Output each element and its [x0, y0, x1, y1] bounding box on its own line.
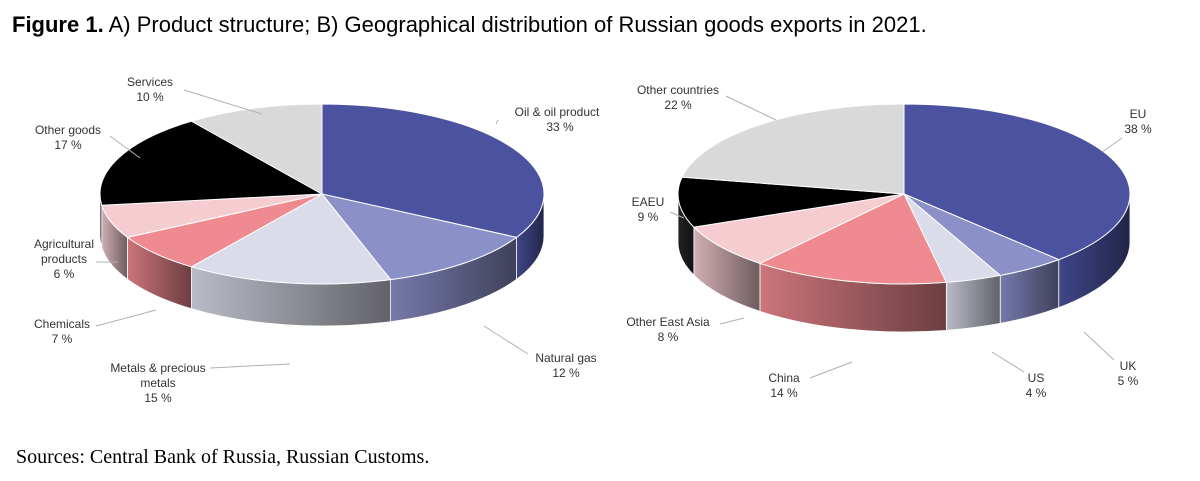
leader-line-oil-oil-products	[495, 119, 499, 125]
leader-line-metals-precious-metals	[209, 363, 291, 369]
label-eaeu: EAEU 9 %	[632, 195, 665, 224]
pie-labels: Oil & oil products 33 % Natural gas 12 % Met…	[34, 75, 600, 405]
label-text-agricultural-products: products	[41, 252, 87, 266]
leader-line-us	[991, 351, 1025, 373]
label-text-other-goods: Other goods	[35, 123, 101, 137]
figure-title: Figure 1. A) Product structure; B) Geogr…	[12, 12, 927, 38]
label-text-uk: UK	[1120, 359, 1137, 373]
slice-natural-gas	[320, 193, 518, 281]
label-text-services: Services	[127, 75, 173, 89]
pie-chart-geographical-distribution: EU 38 % UK 5 % US 4 % China 14 % Other East Asia…	[626, 83, 1152, 400]
label-pct-other-east-asia: 8 %	[658, 330, 679, 344]
slice-china	[758, 193, 948, 285]
label-pct-other-countries: 22 %	[664, 98, 692, 112]
label-text-eu: EU	[1130, 107, 1147, 121]
label-pct-eu: 38 %	[1124, 122, 1152, 136]
label-text-oil-oil-products: Oil & oil products	[515, 105, 600, 119]
leader-line-eaeu	[669, 211, 685, 219]
label-oil-oil-products: Oil & oil products 33 %	[515, 105, 600, 134]
label-text-agricultural-products: Agricultural	[34, 237, 94, 251]
label-text-china: China	[768, 371, 800, 385]
slice-eaeu	[677, 176, 905, 228]
label-other-countries: Other countries 22 %	[637, 83, 719, 112]
pie-sides	[99, 193, 545, 327]
label-text-natural-gas: Natural gas	[535, 351, 596, 365]
label-text-us: US	[1028, 371, 1045, 385]
label-pct-services: 10 %	[136, 90, 164, 104]
slice-metals-precious-metals	[190, 193, 392, 285]
figure-number: Figure 1.	[12, 12, 104, 37]
pie-chart-product-structure: Oil & oil products 33 % Natural gas 12 % Met…	[34, 75, 600, 405]
label-text-other-countries: Other countries	[637, 83, 719, 97]
label-pct-china: 14 %	[770, 386, 798, 400]
slice-side-us	[945, 274, 1001, 331]
label-metals-precious-metals: Metals & precious metals 15 %	[110, 361, 205, 405]
label-text-metals-precious-metals: metals	[140, 376, 175, 390]
slice-other-goods	[99, 120, 324, 206]
label-pct-metals-precious-metals: 15 %	[144, 391, 172, 405]
leader-line-other-countries	[725, 95, 777, 121]
slice-eu	[903, 103, 1131, 261]
label-pct-agricultural-products: 6 %	[54, 267, 75, 281]
slice-services	[190, 103, 323, 195]
leader-line-other-east-asia	[719, 317, 745, 325]
label-chemicals: Chemicals 7 %	[34, 317, 90, 346]
leader-line-natural-gas	[483, 325, 529, 355]
label-pct-us: 4 %	[1026, 386, 1047, 400]
label-text-metals-precious-metals: Metals & precious	[110, 361, 205, 375]
label-text-eaeu: EAEU	[632, 195, 665, 209]
slice-other-countries	[681, 103, 905, 195]
label-other-east-asia: Other East Asia 8 %	[626, 315, 710, 344]
label-natural-gas: Natural gas 12 %	[535, 351, 596, 380]
leader-line-services	[183, 89, 263, 115]
label-pct-oil-oil-products: 33 %	[546, 120, 574, 134]
label-pct-other-goods: 17 %	[54, 138, 82, 152]
label-text-chemicals: Chemicals	[34, 317, 90, 331]
label-pct-natural-gas: 12 %	[552, 366, 580, 380]
pie-sides	[677, 193, 1131, 333]
figure-caption: A) Product structure; B) Geographical di…	[108, 12, 927, 37]
label-us: US 4 %	[1026, 371, 1047, 400]
label-uk: UK 5 %	[1118, 359, 1139, 388]
leader-line-eu	[1101, 137, 1123, 153]
leader-line-uk	[1083, 331, 1115, 361]
label-agricultural-products: Agricultural products 6 %	[34, 237, 94, 281]
slice-other-east-asia	[692, 193, 905, 264]
label-pct-uk: 5 %	[1118, 374, 1139, 388]
leader-line-china	[809, 361, 853, 379]
label-pct-chemicals: 7 %	[52, 332, 73, 346]
slice-oil-oil-products	[321, 103, 545, 238]
label-text-other-east-asia: Other East Asia	[626, 315, 710, 329]
leader-line-other-goods	[109, 135, 141, 159]
label-services: Services 10 %	[127, 75, 173, 104]
label-other-goods: Other goods 17 %	[35, 123, 101, 152]
leader-line-chemicals	[95, 309, 157, 327]
pie-labels: EU 38 % UK 5 % US 4 % China 14 % Other East Asia…	[626, 83, 1152, 400]
label-china: China 14 %	[768, 371, 800, 400]
label-eu: EU 38 %	[1124, 107, 1152, 136]
pie-tops	[677, 103, 1131, 285]
pie-tops	[99, 103, 545, 285]
source-note: Sources: Central Bank of Russia, Russian…	[16, 446, 430, 468]
label-pct-eaeu: 9 %	[638, 210, 659, 224]
